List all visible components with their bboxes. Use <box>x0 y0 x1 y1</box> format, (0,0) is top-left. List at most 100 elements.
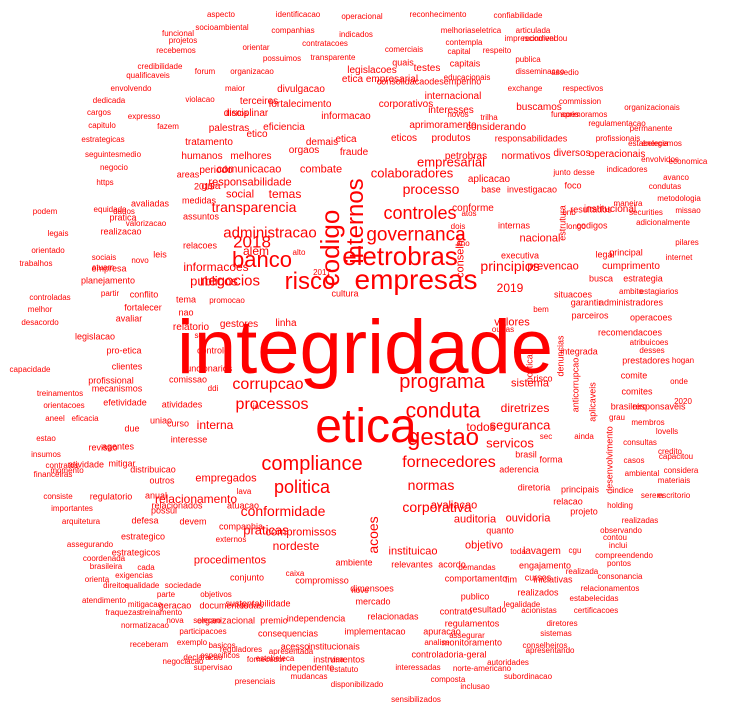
word-arquitetura: arquitetura <box>61 517 101 526</box>
word-atos: atos <box>461 209 477 218</box>
word-diretores: diretores <box>546 619 578 628</box>
word-novo: novo <box>131 256 149 265</box>
word-monitoramento: monitoramento <box>441 637 503 648</box>
word-disseminacao: disseminacao <box>515 67 565 76</box>
word-programa: programa <box>399 371 485 393</box>
word-permanente: permanente <box>629 124 673 133</box>
word-servicos: servicos <box>486 435 534 451</box>
word-nova: nova <box>166 616 184 625</box>
word-acesso: acesso <box>280 641 310 652</box>
word-articulada: articulada <box>515 26 551 35</box>
word-atribuicoes: atribuicoes <box>629 338 669 347</box>
word-produtos: produtos <box>431 133 471 144</box>
word-aprimoramento: aprimoramento <box>409 120 477 131</box>
word-caixa: caixa <box>285 569 305 578</box>
word-fazem: fazem <box>157 122 179 131</box>
word-qualificaveis: qualificaveis <box>126 71 170 80</box>
word-empresa: empresa <box>91 263 127 274</box>
word-outras: outras <box>491 325 515 334</box>
word-legalidade: legalidade <box>503 600 541 609</box>
word-mitigacao: mitigacao <box>127 600 163 609</box>
word-inclusao: inclusao <box>460 682 490 691</box>
word-parceiros: parceiros <box>571 310 609 321</box>
word-partir: partir <box>100 289 120 298</box>
word-negocios: negocios <box>199 272 261 290</box>
word-buscamos: buscamos <box>516 102 562 113</box>
word-valores: valores <box>494 316 530 329</box>
word-administracao: administracao <box>223 224 317 242</box>
word-regulatorio: regulatorio <box>89 491 133 502</box>
word-violacao: violacao <box>185 95 215 104</box>
word-dois: dois <box>450 222 466 231</box>
word-cursos: cursos <box>524 572 552 583</box>
word-independente: independente <box>279 662 335 673</box>
word-desacordo: desacordo <box>21 318 59 327</box>
word-atividades: atividades <box>161 399 203 410</box>
word-tema: tema <box>175 294 197 305</box>
word-respeito: respeito <box>482 46 512 55</box>
word-aneel: aneel <box>45 414 65 423</box>
word-interessadas: interessadas <box>395 663 441 672</box>
word-controladas: controladas <box>29 293 71 302</box>
word-dedicada: dedicada <box>92 96 126 105</box>
word-temas: temas <box>268 187 302 201</box>
word-contou: contou <box>602 533 628 542</box>
word-operacoes: operacoes <box>629 312 673 323</box>
word-fraquezas: fraquezas <box>105 608 141 617</box>
word-missao: missao <box>675 206 701 215</box>
word-regulamentacao: regulamentacao <box>588 119 646 128</box>
word-externos: externos <box>215 535 247 544</box>
word-normativos: normativos <box>501 151 551 162</box>
word-nordeste: nordeste <box>272 539 320 553</box>
word-fortalecer: fortalecer <box>124 302 162 313</box>
word-respectivos: respectivos <box>562 84 604 93</box>
word-auditoria: auditoria <box>453 513 497 526</box>
word-brasileira: brasileira <box>89 562 123 571</box>
word-responsaveis: responsaveis <box>632 401 686 412</box>
word-compreendendo: compreendendo <box>595 551 653 560</box>
word-eletrobras: eletrobras <box>342 241 458 271</box>
word-empresas: empresas <box>354 264 478 295</box>
word-imprescindivel: imprescindivel <box>504 34 556 43</box>
word-corporativos: corporativos <box>378 99 434 110</box>
word-humanos: humanos <box>181 151 223 162</box>
word-linha: linha <box>275 318 297 329</box>
word-financeiras: financeiras <box>33 470 73 479</box>
word-fornecedor: fornecedor <box>246 655 286 664</box>
word-transparencia: transparencia <box>211 199 297 215</box>
word-conduta: conduta <box>405 399 481 423</box>
word-escritorio: escritorio <box>657 491 691 500</box>
word-lava: lava <box>236 487 252 496</box>
word-avanco: avanco <box>663 173 689 182</box>
word-instituicao: instituicao <box>388 545 438 558</box>
word-desses: desses <box>639 346 665 355</box>
word-principal: principal <box>609 247 643 258</box>
word-socioambiental: socioambiental <box>195 23 249 32</box>
word-membros: membros <box>631 418 665 427</box>
word-responsabilidade: responsabilidade <box>208 176 292 189</box>
word-treinamento: treinamento <box>139 608 183 617</box>
word-ambiente: ambiente <box>335 557 373 568</box>
word-acordo: acordo <box>438 559 466 570</box>
word-outros: outros <box>149 475 175 486</box>
word-coordenada: coordenada <box>82 554 126 563</box>
word-documentos: documentos <box>199 600 249 611</box>
word-internet: internet <box>665 253 693 262</box>
word-codigos: codigos <box>576 220 608 231</box>
word-securities: securities <box>629 208 663 217</box>
word-legais: legais <box>47 229 69 238</box>
word-promocao: promocao <box>209 296 245 305</box>
word-pilares: pilares <box>675 238 699 247</box>
word-publicos: publicos <box>190 273 238 289</box>
word-fim: fim <box>505 574 517 585</box>
word-estabeleca: estabeleca <box>255 654 295 663</box>
word-negocio: negocio <box>99 163 129 172</box>
word-estabelecidas: estabelecidas <box>569 594 619 603</box>
word-consiste: consiste <box>43 492 73 501</box>
word-eficacia: eficacia <box>71 414 99 423</box>
word-publico: publico <box>460 591 490 602</box>
word-sistemas: sistemas <box>540 629 572 638</box>
word-compromisso: compromisso <box>295 575 349 586</box>
word-responsabilidades: responsabilidades <box>494 133 568 144</box>
word-prevencao: prevencao <box>527 260 579 273</box>
